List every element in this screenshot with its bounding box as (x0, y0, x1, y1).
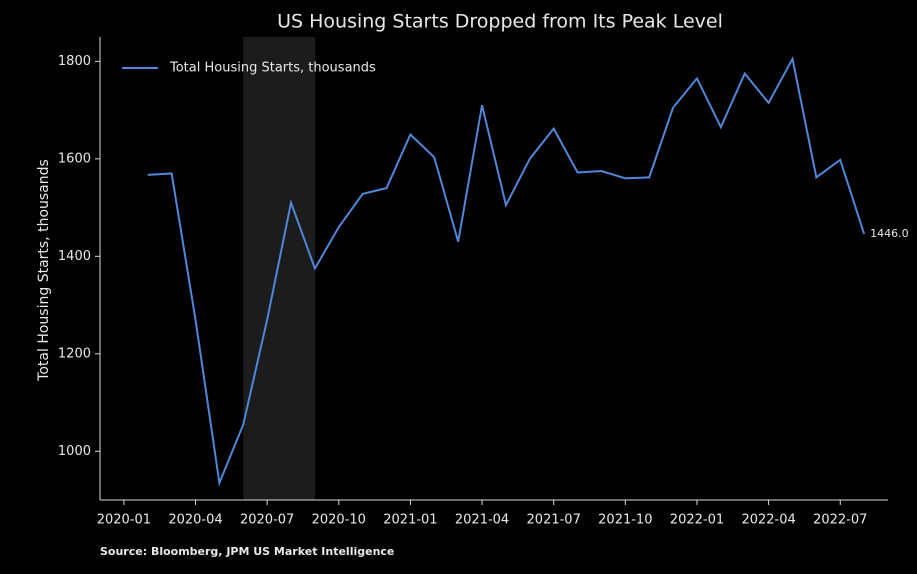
x-tick-label: 2021-07 (527, 513, 581, 528)
x-tick-label: 2021-01 (383, 513, 437, 528)
x-tick-label: 2022-04 (741, 513, 795, 528)
x-tick-label: 2021-04 (455, 513, 509, 528)
shaded-period (243, 37, 315, 500)
legend-label: Total Housing Starts, thousands (169, 61, 376, 76)
y-tick-label: 1600 (58, 151, 91, 166)
x-tick-label: 2020-10 (312, 513, 366, 528)
y-tick-label: 1400 (58, 249, 91, 264)
y-tick-label: 1800 (58, 54, 91, 69)
source-note: Source: Bloomberg, JPM US Market Intelli… (100, 545, 394, 558)
x-tick-label: 2020-04 (168, 513, 222, 528)
x-tick-label: 2021-10 (598, 513, 652, 528)
y-tick-label: 1200 (58, 346, 91, 361)
y-axis-label: Total Housing Starts, thousands (36, 159, 52, 382)
y-tick-label: 1000 (58, 444, 91, 459)
x-tick-label: 2022-01 (670, 513, 724, 528)
data-label: 1446.0 (870, 227, 909, 240)
chart-title: US Housing Starts Dropped from Its Peak … (277, 11, 723, 33)
x-tick-label: 2020-01 (97, 513, 151, 528)
series-line (147, 56, 866, 487)
x-tick-label: 2020-07 (240, 513, 294, 528)
x-tick-label: 2022-07 (813, 513, 867, 528)
